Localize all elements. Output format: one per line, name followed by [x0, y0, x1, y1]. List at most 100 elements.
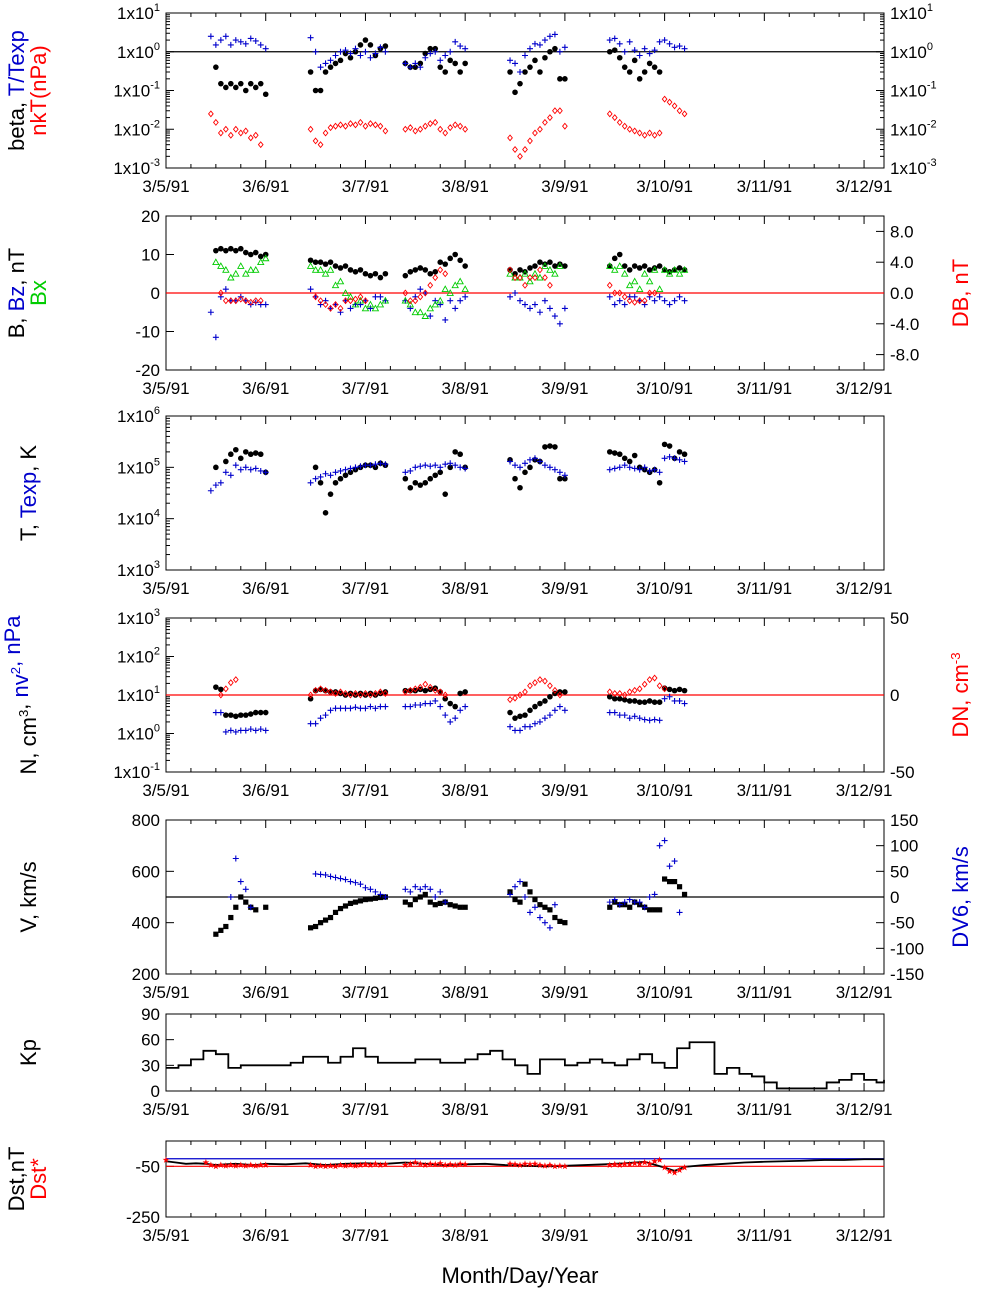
data-point — [341, 289, 350, 296]
data-point — [517, 727, 524, 734]
data-point — [232, 125, 239, 133]
data-point — [457, 122, 464, 130]
data-point — [377, 894, 384, 901]
data-point — [407, 484, 414, 491]
x-tick-label: 3/8/91 — [442, 781, 489, 800]
data-point — [457, 69, 463, 75]
data-point — [222, 685, 229, 693]
data-point — [252, 249, 259, 256]
data-point — [347, 900, 354, 907]
x-tick-label: 3/10/91 — [636, 379, 693, 398]
data-point — [536, 309, 543, 316]
data-point — [312, 1162, 319, 1170]
data-point — [452, 449, 458, 455]
data-point — [512, 694, 518, 702]
data-point — [417, 265, 424, 271]
data-point — [631, 47, 638, 54]
data-point — [332, 122, 339, 130]
data-point — [352, 689, 359, 697]
data-point — [452, 251, 458, 258]
data-point — [357, 118, 364, 126]
data-point — [447, 700, 454, 707]
data-point — [432, 48, 439, 55]
data-point — [536, 273, 544, 281]
data-point — [422, 883, 429, 890]
data-point — [411, 1158, 419, 1166]
data-point — [421, 1161, 429, 1168]
data-point — [332, 909, 339, 915]
data-point — [366, 300, 375, 308]
data-point — [656, 699, 663, 706]
y-tick-label: 0 — [151, 1082, 160, 1101]
data-point — [506, 1160, 514, 1167]
data-point — [462, 904, 468, 910]
x-tick-label: 3/5/91 — [142, 579, 189, 598]
data-point — [606, 688, 613, 696]
data-point — [322, 917, 329, 923]
data-point — [233, 84, 239, 91]
data-point — [352, 692, 359, 698]
data-point — [337, 467, 344, 474]
data-point — [656, 717, 663, 724]
data-point — [551, 269, 559, 277]
data-point — [407, 467, 414, 474]
data-point — [317, 297, 324, 305]
x-tick-label: 3/6/91 — [242, 177, 289, 196]
y-tick-label: 20 — [141, 207, 160, 226]
data-point — [367, 272, 374, 279]
data-point — [552, 107, 558, 115]
data-point — [317, 87, 324, 94]
data-point — [626, 267, 633, 273]
data-point — [332, 469, 339, 476]
data-point — [257, 726, 264, 733]
data-point — [213, 684, 219, 690]
data-point — [527, 464, 533, 471]
data-point — [621, 293, 628, 301]
data-point — [641, 69, 648, 75]
data-point — [367, 691, 374, 699]
data-point — [332, 689, 339, 697]
data-point — [327, 1162, 334, 1169]
data-point — [462, 703, 469, 710]
data-point — [636, 1160, 644, 1167]
data-point — [222, 728, 229, 735]
data-point — [242, 727, 249, 734]
data-point — [462, 125, 469, 133]
data-point — [262, 727, 269, 734]
y-right-tick-label: 4.0 — [890, 253, 914, 272]
data-point — [437, 57, 444, 64]
data-point — [531, 269, 539, 277]
data-point — [457, 451, 463, 458]
data-point — [631, 298, 638, 306]
data-point — [547, 259, 553, 266]
data-point — [556, 1162, 564, 1169]
data-point — [247, 451, 254, 458]
data-point — [451, 281, 459, 289]
x-tick-label: 3/9/91 — [541, 579, 588, 598]
data-point — [232, 728, 239, 735]
data-point — [406, 1160, 414, 1167]
plot-frame — [165, 12, 885, 169]
data-point — [327, 64, 334, 70]
data-point — [556, 262, 564, 269]
data-point — [257, 451, 264, 458]
data-point — [317, 715, 324, 722]
data-point — [517, 484, 523, 491]
data-point — [257, 80, 264, 87]
data-point — [362, 37, 369, 43]
data-point — [661, 837, 668, 844]
data-point — [367, 305, 374, 312]
data-point — [512, 462, 519, 469]
data-point — [651, 47, 658, 54]
data-point — [546, 712, 553, 719]
data-point — [442, 491, 449, 497]
data-point — [342, 1162, 349, 1169]
x-tick-label: 3/10/91 — [636, 177, 693, 196]
data-point — [422, 122, 429, 130]
data-point — [406, 300, 415, 308]
data-point — [507, 57, 514, 64]
data-point — [542, 904, 548, 910]
data-point — [242, 40, 249, 47]
data-point — [337, 304, 344, 312]
data-point — [317, 259, 324, 266]
